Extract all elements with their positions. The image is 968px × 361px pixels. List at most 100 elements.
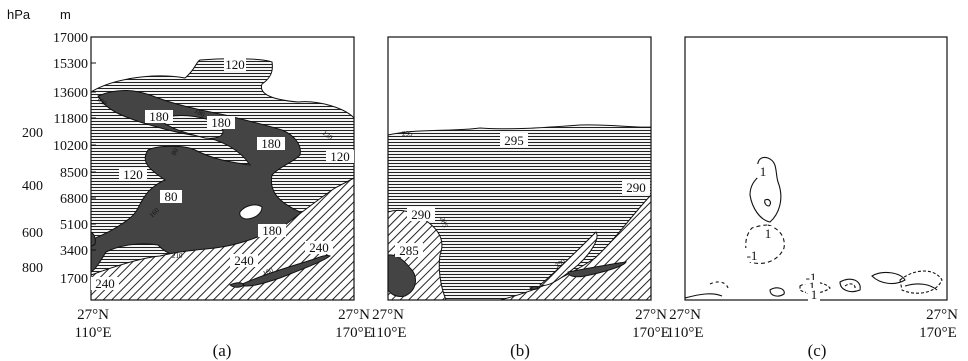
panel-a-upper-left-white [91, 37, 200, 92]
panel-c-contour-labels: 1 1 -1 -1 1 1 [743, 164, 820, 302]
contour-label: 295 [500, 133, 528, 148]
pressure-tick-label: 600 [22, 226, 43, 241]
contour-label: 120 [224, 57, 246, 72]
svg-text:1: 1 [765, 226, 772, 241]
height-tick-label: 15300 [53, 57, 88, 72]
svg-text:295: 295 [504, 133, 524, 148]
inline-contour-label: 80 [170, 147, 181, 157]
contour-positive-small [764, 199, 771, 207]
contour-label: 180 [257, 136, 285, 151]
svg-text:240: 240 [95, 276, 115, 291]
panel-c-x-left-lon: 110°E [666, 325, 703, 341]
pressure-tick-label: 400 [22, 179, 43, 194]
panel-a-x-right-lat: 27°N [338, 307, 370, 323]
svg-text:80: 80 [165, 189, 178, 204]
inline-contour-label: 180 [261, 266, 274, 278]
height-tick-label: 5100 [60, 218, 88, 233]
svg-text:1: 1 [760, 164, 767, 179]
contour-positive-base [685, 293, 723, 299]
height-tick-label: 17000 [53, 31, 88, 46]
contour-label: 240 [230, 253, 258, 268]
contour-positive [749, 156, 782, 223]
height-tick-label: 8500 [60, 166, 88, 181]
contour-label: 285 [395, 243, 423, 258]
panel-b: 295 290 290 285 295 285 290 27°N 110°E 2… [369, 36, 670, 360]
contour-label: 240 [305, 240, 333, 255]
panel-a-label: (a) [213, 341, 232, 360]
svg-text:-1: -1 [806, 270, 817, 285]
svg-text:240: 240 [234, 253, 254, 268]
svg-text:180: 180 [262, 223, 282, 238]
panel-b-dark-small [529, 286, 539, 290]
contour-positive-cell [839, 278, 861, 293]
contour-negative-cell [844, 283, 856, 290]
contour-label: -1 [743, 248, 761, 263]
svg-text:290: 290 [411, 207, 431, 222]
pressure-tick-label: 800 [22, 261, 43, 276]
panel-c: 1 1 -1 -1 1 1 27°N 110°E 27°N 170°E (c) [666, 36, 958, 360]
pressure-axis-unit: hPa [7, 7, 31, 22]
panel-a-height-axis [91, 36, 96, 279]
panel-c-x-right-lon: 170°E [919, 325, 957, 341]
panel-b-label: (b) [510, 341, 530, 360]
svg-text:1: 1 [809, 279, 816, 294]
panel-a-white-blob [239, 204, 263, 220]
height-tick-label: 6800 [60, 192, 88, 207]
contour-label: 1 [808, 287, 820, 302]
panel-a-frame [90, 36, 355, 301]
svg-text:1: 1 [811, 287, 818, 302]
contour-label: 180 [145, 109, 173, 124]
svg-text:120: 120 [330, 149, 350, 164]
panel-b-x-right-lon: 170°E [632, 325, 670, 341]
contour-label: 290 [407, 207, 435, 222]
panel-b-dark-region [388, 254, 416, 297]
svg-text:180: 180 [261, 136, 281, 151]
svg-text:180: 180 [149, 109, 169, 124]
panel-c-frame [684, 36, 948, 301]
panel-c-x-left-lat: 27°N [669, 307, 701, 323]
panel-b-fields [388, 124, 651, 300]
panel-b-x-right-lat: 27°N [635, 307, 667, 323]
panel-a: hPa m 17000 15300 13600 11800 10200 8500… [7, 7, 373, 360]
svg-text:290: 290 [626, 180, 646, 195]
height-axis-unit: m [60, 7, 71, 22]
pressure-tick-label: 200 [22, 126, 43, 141]
svg-text:240: 240 [309, 240, 329, 255]
height-tick-label: 1700 [60, 272, 88, 287]
panel-a-dark-tongue [238, 255, 331, 287]
panel-b-frame [387, 36, 652, 301]
svg-text:120: 120 [225, 57, 245, 72]
height-tick-label: 3400 [60, 244, 88, 259]
inline-contour-label: 285 [438, 216, 449, 229]
contour-label: 80 [160, 189, 182, 204]
panel-c-label: (c) [808, 341, 827, 360]
svg-text:285: 285 [399, 243, 419, 258]
panel-c-fields [685, 156, 943, 299]
panel-b-x-left-lon: 110°E [369, 325, 406, 341]
contour-label: 180 [258, 223, 286, 238]
svg-text:180: 180 [211, 115, 231, 130]
contour-label: 1 [757, 164, 769, 179]
panel-b-diagonal-wedge [539, 231, 598, 287]
height-tick-label: 10200 [53, 139, 88, 154]
contour-label: 120 [119, 167, 147, 182]
panel-b-x-left-lat: 27°N [372, 307, 404, 323]
contour-label: 240 [91, 276, 119, 291]
panel-a-dark-blob-small [229, 282, 245, 288]
panel-b-contour-labels: 295 290 290 285 [395, 133, 650, 258]
contour-label: 120 [326, 149, 354, 164]
panel-a-x-right-lon: 170°E [335, 325, 373, 341]
contour-label: 290 [622, 180, 650, 195]
inline-contour-label: 210 [172, 252, 183, 260]
contour-negative-base [709, 281, 729, 289]
panel-a-upper-right-white [263, 37, 354, 112]
inline-contour-label: 295 [402, 130, 413, 138]
svg-text:-1: -1 [747, 248, 758, 263]
panel-a-contour-labels: 120 180 180 180 120 120 80 180 240 240 2… [91, 57, 354, 291]
height-tick-label: 11800 [54, 112, 88, 127]
contour-label: 180 [207, 115, 235, 130]
panel-c-x-right-lat: 27°N [926, 307, 958, 323]
contour-negative-cell [899, 270, 943, 294]
contour-positive-cell [769, 287, 785, 297]
